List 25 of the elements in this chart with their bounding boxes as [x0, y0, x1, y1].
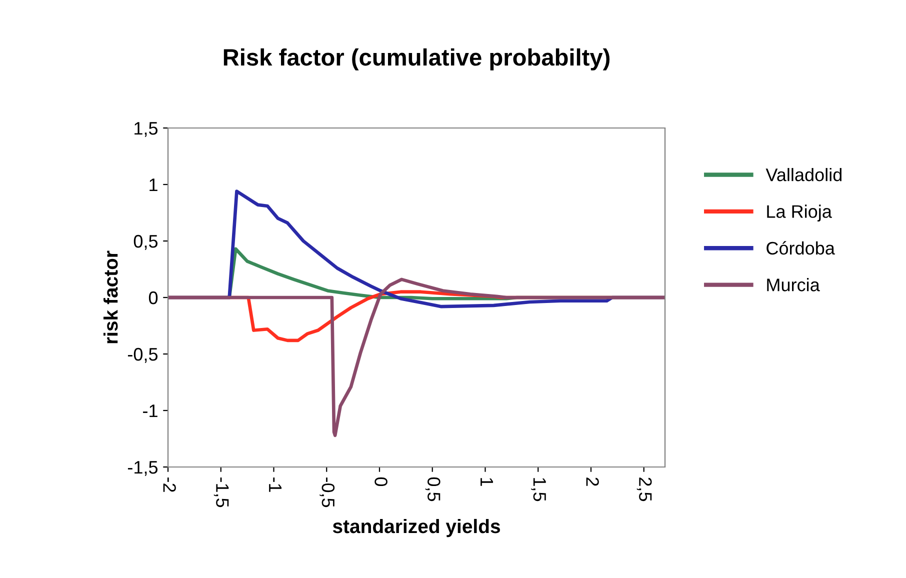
y-axis-title: risk factor — [103, 250, 118, 344]
legend-label: Valladolid — [766, 168, 842, 182]
legend-label: Murcia — [767, 278, 820, 292]
y-tick-label: 0,5 — [134, 234, 158, 250]
y-tick-label: 1,5 — [134, 122, 158, 137]
x-tick-label: 1 — [480, 478, 493, 486]
x-tick-label: 2 — [586, 478, 599, 486]
x-tick-label: 2,5 — [636, 478, 652, 502]
y-tick-label: 1 — [150, 178, 158, 192]
x-tick-label: 1,5 — [531, 478, 546, 502]
x-tick-label: 0,5 — [425, 477, 440, 502]
x-axis-title: standarized yields — [332, 518, 500, 538]
y-tick-label: -1 — [143, 404, 158, 418]
y-tick-label: 0 — [148, 291, 158, 304]
line-series — [168, 278, 665, 438]
legend-label: La Rioja — [767, 204, 832, 222]
x-tick-label: -1 — [269, 478, 282, 492]
x-tick-label: -1,5 — [214, 478, 229, 508]
x-tick-label: -2 — [163, 478, 176, 492]
legend-label: Córdoba — [766, 241, 835, 255]
y-tick-label: -1,5 — [128, 461, 158, 476]
chart-title: Risk factor (cumulative probabilty) — [224, 48, 610, 70]
x-tick-label: 0 — [374, 477, 388, 486]
x-tick-label: -0,5 — [320, 478, 335, 508]
y-tick-label: -0,5 — [128, 348, 158, 363]
